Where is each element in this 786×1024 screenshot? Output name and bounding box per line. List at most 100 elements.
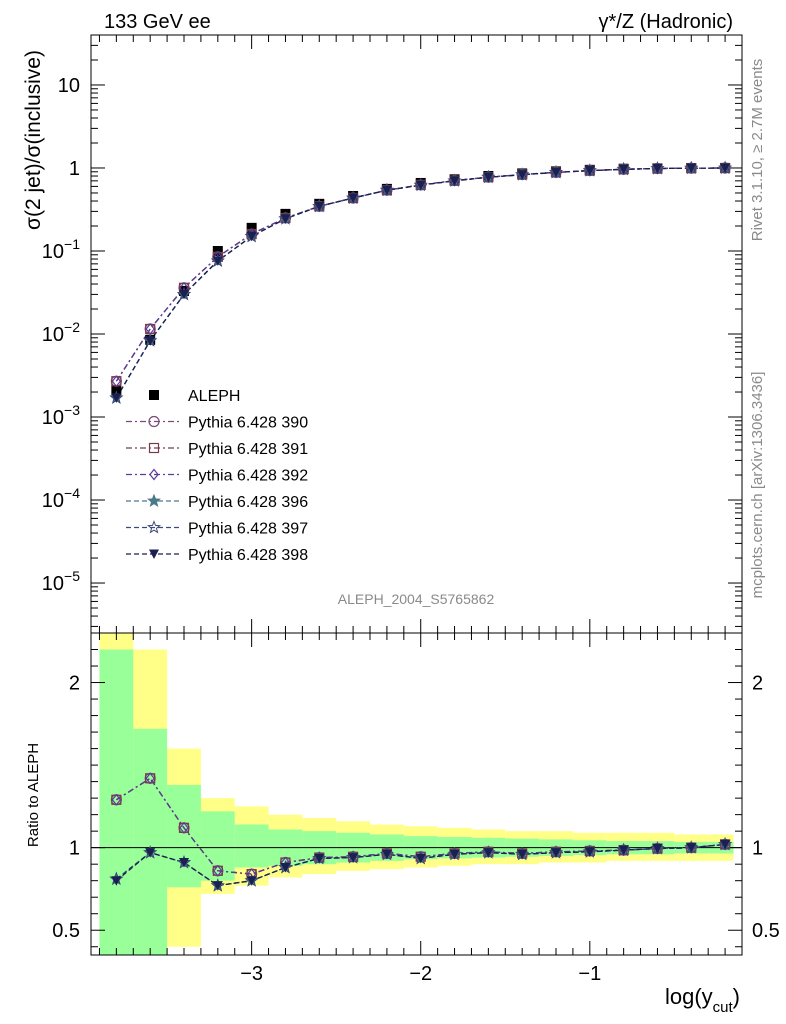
legend-marker	[146, 520, 162, 534]
main-point	[246, 222, 257, 233]
legend-label: Pythia 6.428 390	[188, 415, 308, 432]
main-ytick-label-base: 10	[42, 573, 64, 595]
x-tick-label: −1	[578, 963, 601, 985]
main-point	[449, 176, 460, 186]
x-tick-label: −3	[240, 963, 263, 985]
main-point	[517, 170, 528, 180]
legend-marker	[149, 549, 159, 559]
ratio-band-inner	[167, 784, 201, 888]
analysis-tag: ALEPH_2004_S5765862	[338, 591, 495, 607]
main-line	[115, 167, 726, 382]
main-ytick-label: 10	[58, 75, 80, 97]
ratio-point	[213, 864, 223, 877]
main-point	[686, 163, 697, 174]
legend-marker	[146, 493, 162, 507]
main-ytick-label-base: 1	[69, 158, 80, 180]
legend-label: Pythia 6.428 391	[188, 441, 308, 458]
main-ytick-label: 10−2	[42, 319, 80, 346]
ratio-ytick-label: 2	[69, 673, 80, 695]
main-ytick-label: 10−1	[42, 236, 80, 263]
main-ytick-label-exp: −3	[64, 402, 80, 418]
main-point	[314, 201, 325, 212]
main-series-lines	[115, 167, 726, 399]
ratio-point	[246, 876, 257, 886]
main-ytick-label-base: 10	[42, 490, 64, 512]
mcplots-label: mcplots.cern.ch [arXiv:1306.3436]	[749, 372, 766, 599]
legend-marker	[148, 442, 160, 454]
main-point	[551, 167, 561, 178]
main-ytick-label-exp: −1	[64, 236, 80, 252]
ratio-point	[145, 772, 155, 785]
ratio-point	[381, 849, 392, 860]
main-point	[618, 164, 629, 175]
ratio-band-inner	[133, 728, 168, 955]
main-point	[179, 289, 189, 300]
x-axis-label-main: log(y	[665, 984, 713, 1009]
legend-label: Pythia 6.428 392	[188, 468, 308, 485]
main-point	[652, 164, 663, 174]
rivet-label: Rivet 3.1.10, ≥ 2.7M events	[749, 59, 766, 242]
legend-label: Pythia 6.428 396	[188, 494, 308, 511]
ratio-point	[415, 853, 426, 864]
legend-label: Pythia 6.428 398	[188, 547, 308, 564]
ratio-point	[584, 847, 595, 857]
main-ytick-label-base: 10	[42, 241, 64, 263]
ratio-ylabel: Ratio to ALEPH	[25, 743, 42, 847]
main-ytick-label-base: 10	[42, 324, 64, 346]
legend-label: Pythia 6.428 397	[188, 521, 308, 538]
ratio-point	[652, 843, 663, 854]
ratio-ticks: −3 −2 −1 0.5 0.5 1 1 2 2	[52, 632, 780, 985]
main-ytick-label: 1	[69, 158, 80, 180]
main-ytick-label-base: 10	[58, 75, 80, 97]
ratio-uncertainty-bands	[99, 633, 734, 955]
ratio-band-inner	[200, 811, 235, 881]
main-point	[415, 180, 426, 191]
header-left: 133 GeV ee	[104, 11, 211, 33]
main-ytick-label-exp: −2	[64, 319, 80, 335]
main-point	[584, 166, 595, 176]
ratio-point	[618, 845, 629, 856]
ratio-point	[280, 862, 291, 873]
main-line	[115, 167, 726, 399]
main-point	[381, 185, 392, 196]
main-point	[483, 172, 494, 183]
ratio-point	[517, 849, 528, 860]
ratio-ytick-label-right: 2	[752, 673, 763, 695]
ratio-point	[449, 849, 460, 860]
ratio-point	[145, 848, 156, 858]
x-tick-label: −2	[409, 963, 432, 985]
main-point	[720, 163, 731, 173]
main-point	[348, 193, 359, 203]
ratio-point	[179, 858, 189, 868]
main-series-markers	[109, 160, 733, 404]
main-point	[212, 256, 223, 266]
ratio-point	[111, 793, 122, 806]
ratio-point	[483, 848, 494, 858]
main-frame	[90, 34, 743, 634]
x-axis-label-sub: cut	[713, 999, 734, 1016]
ratio-ytick-label-right: 0.5	[752, 920, 780, 942]
header-right: γ*/Z (Hadronic)	[599, 11, 733, 33]
ratio-point	[314, 853, 325, 864]
ratio-ytick-label: 0.5	[52, 920, 80, 942]
main-point	[246, 231, 257, 242]
ratio-series-markers	[109, 772, 733, 892]
main-line	[115, 167, 726, 399]
main-ytick-label: 10−4	[42, 485, 80, 512]
main-point	[280, 214, 291, 224]
ratio-band-inner	[99, 649, 134, 955]
ratio-ytick-label: 1	[69, 838, 80, 860]
main-ytick-label: 10−5	[42, 568, 80, 595]
x-axis-label-close: )	[733, 984, 740, 1009]
ratio-point	[348, 853, 359, 863]
ratio-point	[686, 843, 697, 853]
ratio-point	[111, 876, 122, 886]
ratio-point	[212, 881, 223, 891]
ratio-point	[551, 848, 561, 858]
main-ytick-label-exp: −4	[64, 485, 80, 501]
x-axis-label: log(ycut)	[665, 984, 740, 1016]
main-point	[145, 336, 156, 346]
main-ytick-label-exp: −5	[64, 568, 80, 584]
